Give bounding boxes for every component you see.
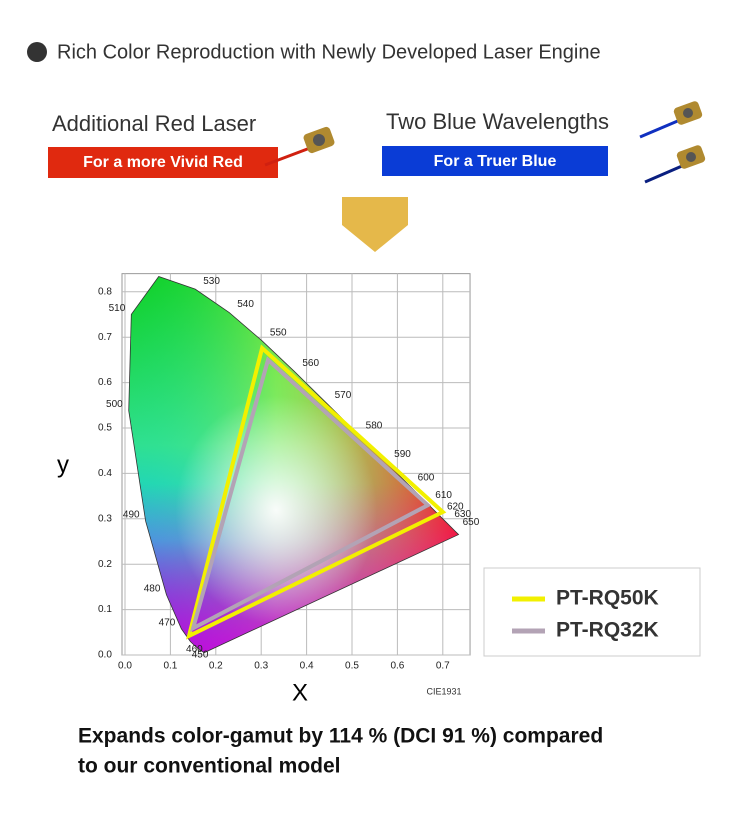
x-tick-label: 0.5	[345, 661, 359, 672]
caption: to our conventional model	[78, 755, 341, 778]
annotation: CIE1931	[426, 686, 461, 696]
badge-text: For a Truer Blue	[434, 153, 557, 170]
wavelength-label: 620	[447, 502, 464, 513]
wavelength-label: 610	[435, 490, 452, 501]
x-tick-label: 0.6	[390, 661, 404, 672]
wavelength-label: 530	[203, 276, 220, 287]
y-tick-label: 0.6	[98, 377, 112, 388]
wavelength-label: 500	[106, 399, 123, 410]
wavelength-label: 580	[366, 421, 383, 432]
x-tick-label: 0.3	[254, 661, 268, 672]
wavelength-label: 480	[144, 583, 161, 594]
y-tick-label: 0.2	[98, 559, 112, 570]
y-tick-label: 0.3	[98, 513, 112, 524]
y-tick-label: 0.7	[98, 332, 112, 343]
wavelength-label: 630	[454, 509, 471, 520]
wavelength-label: 460	[186, 644, 203, 655]
x-axis-label: X	[292, 679, 308, 706]
y-axis-label: y	[57, 451, 69, 478]
gamut-triangle	[186, 344, 447, 640]
chart: 0.0 0.1 0.2 0.3 0.4 0.5 0.6 0.7 0.0 0.1 0.2 0.3 0.4 0…	[57, 273, 701, 706]
wavelength-label: 510	[109, 303, 126, 314]
badge	[382, 146, 608, 176]
arrow	[342, 197, 408, 252]
legend-label: PT-RQ32K	[556, 619, 659, 642]
caption: Expands color-gamut by 114 % (DCI 91 %) …	[78, 725, 603, 748]
wavelength-label: 650	[463, 517, 480, 528]
x-tick-label: 0.7	[436, 661, 450, 672]
legend-label: PT-RQ50K	[556, 587, 659, 610]
x-tick-label: 0.0	[118, 661, 132, 672]
y-tick-label: 0.4	[98, 468, 112, 479]
wavelength-label: 570	[335, 390, 352, 401]
bullet	[27, 42, 47, 62]
wavelength-label: 450	[192, 650, 209, 661]
spectral-locus	[128, 275, 460, 654]
wavelength-label: 560	[302, 358, 319, 369]
gamut-triangle	[189, 356, 432, 633]
header-title: Rich Color Reproduction with Newly Devel…	[57, 41, 601, 63]
wavelength-label: 470	[159, 617, 176, 628]
wavelength-label: 540	[237, 299, 254, 310]
x-tick-label: 0.2	[209, 661, 223, 672]
x-tick-label: 0.4	[300, 661, 314, 672]
wavelength-label: 490	[123, 510, 140, 521]
laser-icon	[264, 101, 706, 184]
laser-title: Two Blue Wavelengths	[386, 109, 609, 134]
badge-text: For a more Vivid Red	[83, 154, 243, 171]
wavelength-label: 600	[418, 473, 435, 484]
laser-title: Additional Red Laser	[52, 111, 256, 136]
x-tick-label: 0.1	[163, 661, 177, 672]
wavelength-label: 590	[394, 449, 411, 460]
y-tick-label: 0.1	[98, 604, 112, 615]
legend-box	[483, 567, 701, 657]
y-tick-label: 0.8	[98, 286, 112, 297]
badge	[48, 147, 278, 178]
wavelength-label: 550	[270, 327, 287, 338]
y-tick-label: 0.0	[98, 650, 112, 661]
y-tick-label: 0.5	[98, 423, 112, 434]
